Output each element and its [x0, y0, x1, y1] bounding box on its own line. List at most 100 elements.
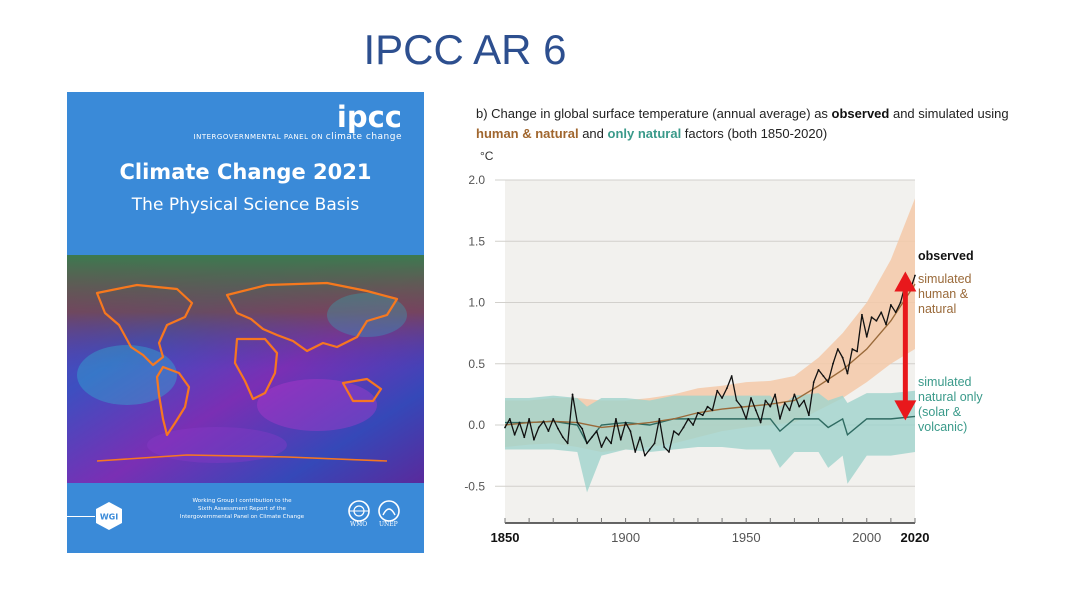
cover-world-map-art — [67, 255, 424, 483]
y-axis-unit-label: °C — [480, 149, 494, 163]
observed-point — [894, 311, 897, 314]
observed-point — [851, 348, 854, 350]
observed-point — [542, 420, 545, 423]
observed-point — [586, 442, 588, 445]
label-natural-only-3: (solar & — [918, 405, 962, 419]
chart-title-human: human & natural — [476, 126, 579, 141]
chart-title-prefix: b) Change in global surface temperature … — [476, 106, 832, 121]
org-name-climate-change: climate change — [325, 132, 402, 142]
observed-point — [889, 304, 892, 306]
observed-point — [861, 313, 863, 316]
observed-point — [716, 389, 719, 392]
cover-note: Working Group I contribution to the Sixt… — [162, 497, 322, 521]
observed-point — [725, 387, 728, 390]
observed-point — [730, 375, 733, 377]
chart-title-mid: and simulated using — [889, 106, 1009, 121]
ipcc-logo: ipcc — [336, 100, 402, 134]
wgi-rule — [67, 516, 95, 517]
observed-point — [672, 430, 675, 433]
observed-point — [643, 454, 646, 457]
observed-point — [740, 405, 743, 408]
observed-point — [624, 421, 627, 424]
observed-point — [533, 438, 535, 441]
observed-point — [653, 442, 656, 445]
observed-point — [692, 424, 695, 426]
observed-point — [663, 446, 666, 448]
observed-point — [605, 436, 608, 439]
observed-point — [528, 417, 531, 420]
y-tick-label: -0.5 — [464, 479, 485, 493]
natural-only-line — [505, 415, 916, 445]
observed-point — [880, 311, 883, 314]
observed-point — [836, 348, 839, 350]
observed-point — [745, 417, 748, 420]
observed-point — [764, 399, 767, 402]
observed-point — [571, 393, 574, 396]
label-human-natural-1: simulated — [918, 272, 972, 286]
observed-point — [697, 411, 699, 414]
observed-point — [552, 417, 555, 420]
observed-point — [576, 421, 579, 424]
observed-point — [827, 381, 830, 384]
label-natural-only-1: simulated — [918, 375, 972, 389]
chart-title: b) Change in global surface temperature … — [476, 104, 1036, 144]
label-human-natural-2: human & — [918, 287, 969, 301]
observed-point — [508, 417, 511, 420]
observed-point — [798, 405, 801, 408]
observed-point — [658, 417, 661, 420]
observed-point — [547, 430, 550, 433]
human-natural-line — [504, 283, 916, 429]
observed-point — [754, 409, 757, 412]
observed-point — [721, 397, 723, 399]
wgi-badge-label: WGI — [100, 513, 118, 522]
label-natural-only-4: volcanic) — [918, 420, 967, 434]
x-tick-label: 2020 — [901, 530, 930, 545]
cover-subtitle: The Physical Science Basis — [131, 195, 360, 215]
slide-title: IPCC AR 6 — [363, 26, 567, 73]
observed-point — [832, 362, 834, 365]
x-tick-label: 2000 — [852, 530, 881, 545]
observed-point — [803, 399, 805, 402]
observed-point — [856, 350, 859, 353]
observed-point — [639, 436, 641, 439]
observed-point — [634, 451, 637, 453]
observed-point — [523, 436, 526, 439]
observed-point — [677, 433, 680, 436]
observed-point — [774, 393, 777, 396]
observed-point — [914, 274, 916, 277]
observed-point — [629, 430, 632, 433]
observed-point — [735, 399, 738, 402]
observed-point — [518, 421, 521, 424]
chart-title-suffix: factors (both 1850-2020) — [681, 126, 828, 141]
org-label-unep: UNEP — [379, 521, 398, 528]
observed-point — [682, 426, 685, 429]
natural-only-uncertainty-band — [505, 390, 915, 493]
observed-point — [865, 335, 868, 338]
observed-point — [600, 446, 603, 448]
cover-note-line-1: Working Group I contribution to the — [192, 498, 292, 504]
warming-arrow-head-up — [894, 271, 917, 292]
observed-point — [537, 426, 540, 429]
observed-point — [561, 436, 564, 439]
cover-footer: WGI Working Group I contribution to the … — [67, 483, 424, 553]
observed-point — [687, 417, 690, 420]
chart-title-observed: observed — [831, 106, 890, 121]
x-tick-label: 1950 — [732, 530, 761, 545]
observed-point — [759, 421, 762, 424]
observed-point — [812, 381, 815, 384]
observed-point — [841, 356, 844, 359]
observed-point — [817, 368, 820, 371]
cover-note-line-3: Intergovernmental Panel on Climate Chang… — [179, 514, 305, 520]
wgi-badge-icon: WGI — [96, 502, 122, 530]
warming-arrow-head-down — [894, 400, 917, 421]
temperature-chart: °C 2.0 1.5 1.0 0.5 0.0 -0.5 1850 1900 1950 2000 20… — [464, 149, 983, 545]
observed-point — [513, 433, 516, 436]
org-emblems-icon — [348, 500, 400, 522]
y-tick-label: 1.5 — [468, 234, 485, 248]
observed-point — [615, 417, 617, 420]
observed-point — [504, 426, 506, 429]
observed-point — [610, 442, 613, 445]
observed-point — [822, 375, 825, 377]
observed-point — [788, 409, 791, 412]
observed-point — [701, 414, 704, 417]
